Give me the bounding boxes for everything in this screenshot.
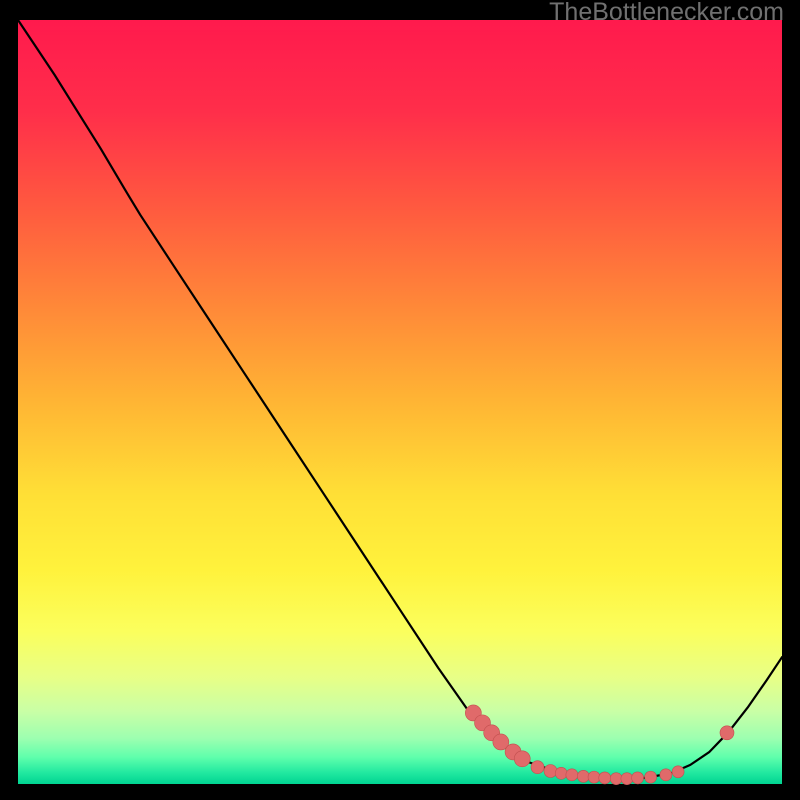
watermark-text: TheBottlenecker.com [549,0,784,27]
data-marker [588,771,600,783]
data-marker [610,773,622,785]
data-marker [544,765,557,778]
data-marker [566,769,578,781]
chart-stage: TheBottlenecker.com [0,0,800,800]
data-marker [514,751,530,767]
data-marker [531,761,544,774]
data-marker [720,726,734,740]
data-marker [599,772,611,784]
data-marker [555,767,567,779]
data-marker [660,769,672,781]
data-marker [577,770,589,782]
data-marker [632,772,644,784]
data-marker [672,766,684,778]
data-marker [621,773,633,785]
bottleneck-chart [0,0,800,800]
data-marker [645,771,657,783]
plot-background [18,20,782,784]
